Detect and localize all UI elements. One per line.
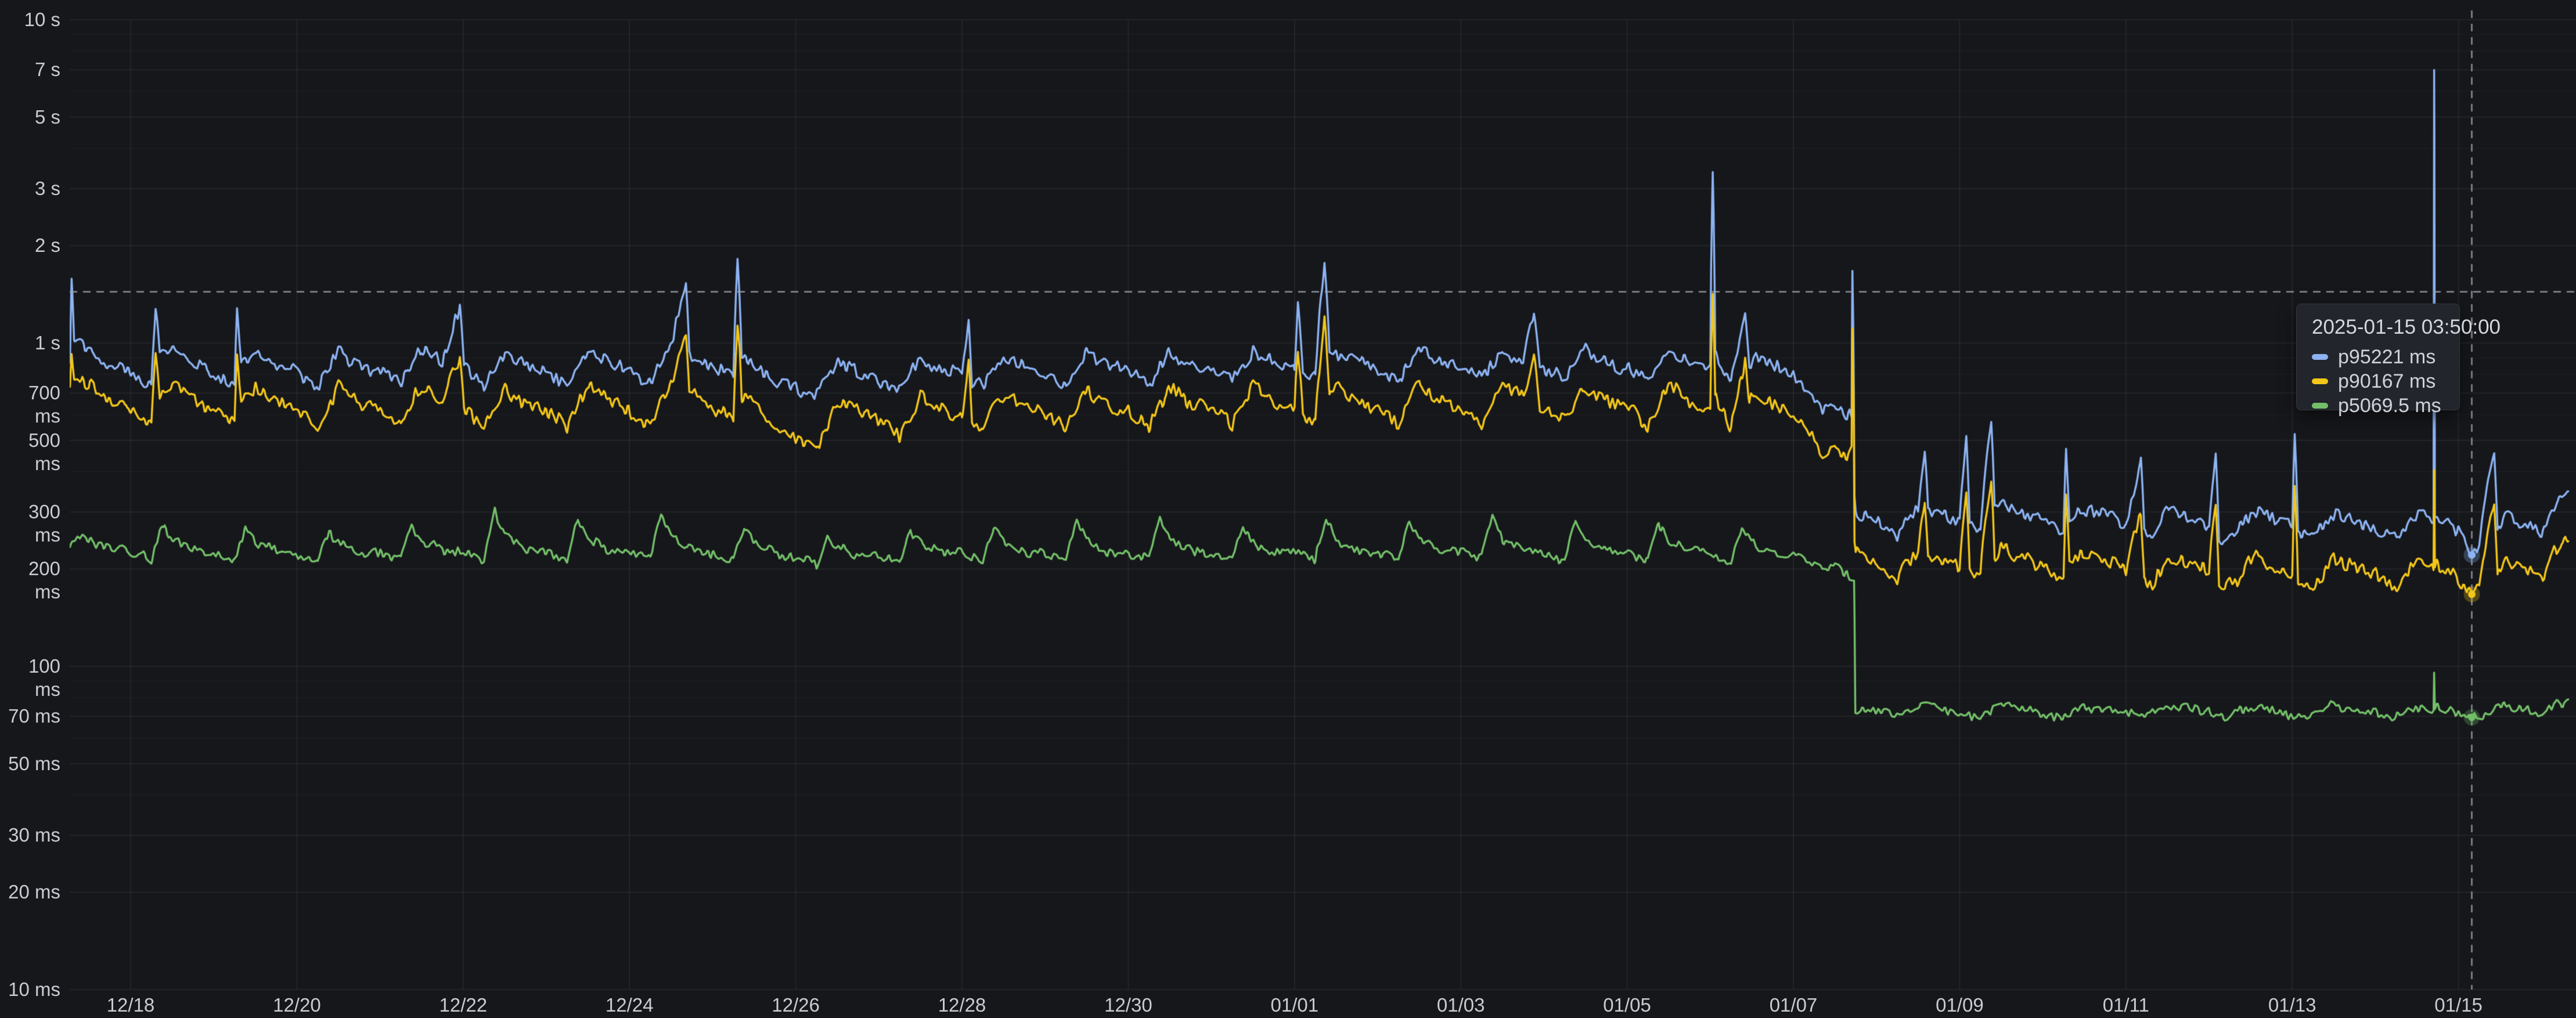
series-value: 69.5 ms [2370,394,2441,417]
series-label: p50 [2338,394,2371,417]
series-label: p90 [2338,370,2371,392]
chart-tooltip: 2025-01-15 03:50:00 p95 221 ms p90 167 m… [2296,304,2501,417]
series-value: 221 ms [2370,345,2436,368]
series-label: p95 [2338,345,2371,368]
tooltip-timestamp: 2025-01-15 03:50:00 [2312,316,2501,338]
series-color-swatch [2312,378,2328,384]
series-value: 167 ms [2370,370,2436,392]
tooltip-row: p50 69.5 ms [2312,394,2444,418]
series-color-swatch [2312,354,2328,360]
tooltip-row: p95 221 ms [2312,345,2444,369]
tooltip-row: p90 167 ms [2312,369,2444,394]
series-color-swatch [2312,403,2328,409]
